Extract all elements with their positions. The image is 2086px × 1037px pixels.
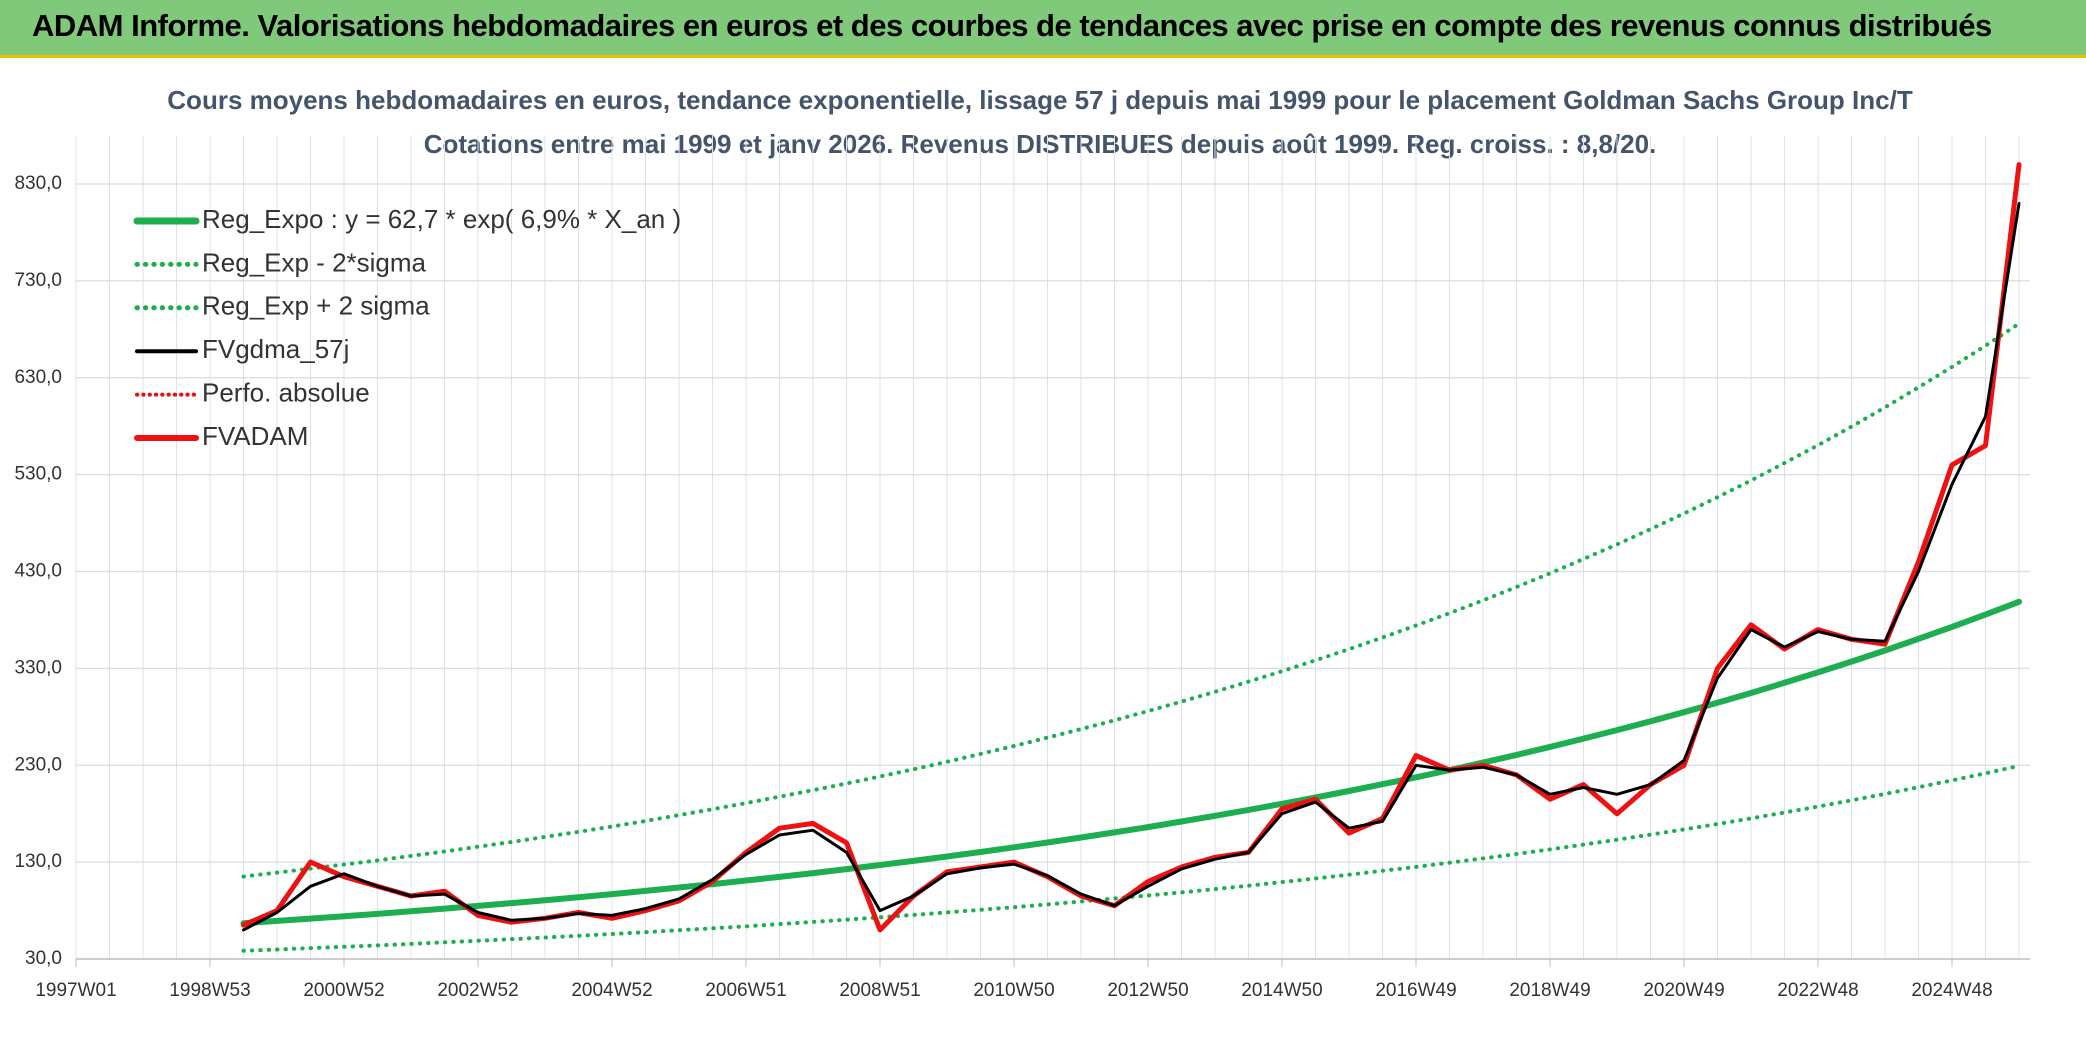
- legend-label: FVADAM: [202, 421, 308, 451]
- series-line: [242, 201, 2021, 932]
- chart-title: Cours moyens hebdomadaires en euros, ten…: [167, 85, 1913, 115]
- y-tick-label: 630,0: [14, 367, 62, 388]
- x-tick-label: 2002W52: [437, 980, 518, 1001]
- header-title: ADAM Informe. Valorisations hebdomadaire…: [32, 8, 1992, 43]
- x-tick-label: 2004W52: [571, 980, 652, 1001]
- x-tick-label: 2022W48: [1777, 980, 1858, 1001]
- legend-label: Reg_Exp + 2 sigma: [202, 291, 430, 321]
- x-tick-label: 2012W50: [1107, 980, 1188, 1001]
- series-line: [242, 163, 2021, 932]
- x-tick-label: 2018W49: [1509, 980, 1590, 1001]
- legend-label: Perfo. absolue: [202, 377, 370, 407]
- x-tick-label: 2000W52: [303, 980, 384, 1001]
- series-line: [241, 162, 2022, 933]
- x-tick-label: 2014W50: [1241, 980, 1322, 1001]
- legend-label: Reg_Expo : y = 62,7 * exp( 6,9% * X_an ): [202, 204, 681, 234]
- x-tick-label: 2010W50: [973, 980, 1054, 1001]
- legend-label: Reg_Exp - 2*sigma: [202, 247, 427, 277]
- y-tick-label: 230,0: [14, 754, 62, 775]
- y-tick-label: 830,0: [14, 173, 62, 194]
- legend-label: FVgdma_57j: [202, 334, 349, 364]
- x-tick-label: 2016W49: [1375, 980, 1456, 1001]
- series-line: [240, 598, 2022, 927]
- x-tick-label: 1998W53: [169, 980, 250, 1001]
- x-tick-label: 1997W01: [35, 980, 116, 1001]
- x-tick-label: 2020W49: [1643, 980, 1724, 1001]
- y-tick-label: 30,0: [25, 948, 62, 969]
- header-bar: ADAM Informe. Valorisations hebdomadaire…: [0, 0, 2086, 58]
- y-tick-label: 530,0: [14, 464, 62, 485]
- y-tick-label: 430,0: [14, 561, 62, 582]
- chart-subtitle: Cotations entre mai 1999 et janv 2026. R…: [424, 129, 1657, 159]
- y-tick-label: 730,0: [14, 270, 62, 291]
- x-tick-label: 2006W51: [705, 980, 786, 1001]
- series-line: [241, 321, 2021, 879]
- y-tick-label: 130,0: [14, 851, 62, 872]
- x-tick-label: 2024W48: [1911, 980, 1992, 1001]
- chart: Cours moyens hebdomadaires en euros, ten…: [14, 85, 2030, 1001]
- x-tick-label: 2008W51: [839, 980, 920, 1001]
- y-tick-label: 330,0: [14, 657, 62, 678]
